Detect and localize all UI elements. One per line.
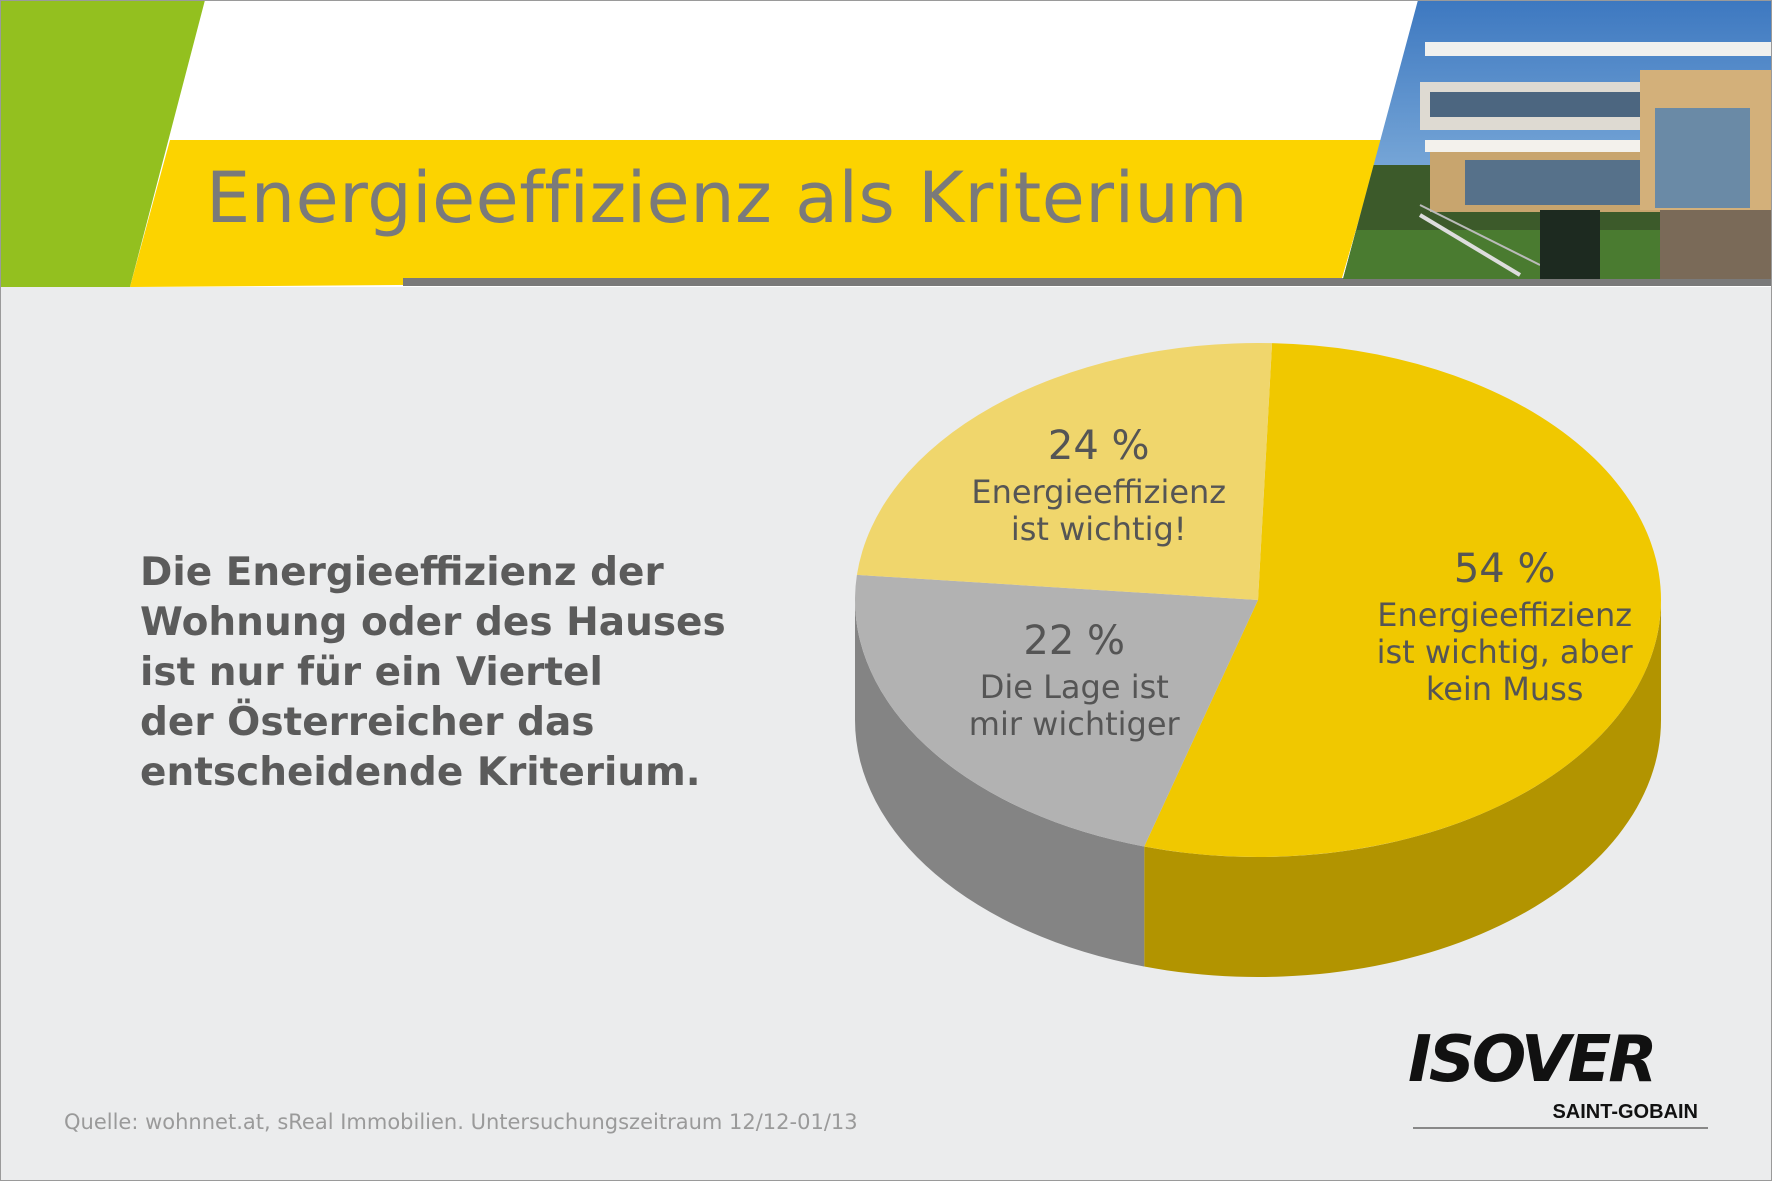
pie-slice-text: ist wichtig, aber: [1377, 633, 1634, 671]
pie-slice: [1144, 343, 1661, 857]
pie-slice-text: mir wichtiger: [969, 705, 1181, 743]
pie-side-wall: [1144, 600, 1661, 977]
house-photo: [1343, 0, 1772, 279]
logo-wordmark: ISOVER: [1408, 1023, 1658, 1097]
lead-line: Die Energieeffizienz der: [140, 550, 664, 595]
lead-line: der Österreicher das: [140, 700, 595, 745]
lead-text: Die Energieeffizienz der Wohnung oder de…: [140, 548, 760, 798]
pie-side-wall: [855, 600, 1145, 967]
lead-line: entscheidende Kriterium.: [140, 750, 701, 795]
pie-value-label: 54 %: [1454, 546, 1556, 592]
pie-value-label: 22 %: [1023, 618, 1125, 664]
header-underline: [403, 278, 1772, 286]
pie-slice-text: kein Muss: [1426, 670, 1584, 708]
pie-sides: [855, 600, 1661, 977]
isover-logo: ISOVER SAINT-GOBAIN: [1408, 1023, 1708, 1129]
pie-top: [855, 343, 1661, 857]
header-banner: [0, 0, 1772, 287]
lead-line: Wohnung oder des Hauses: [140, 600, 726, 645]
pie-slice-text: Energieeffizienz: [1377, 596, 1632, 634]
source-note: Quelle: wohnnet.at, sReal Immobilien. Un…: [64, 1110, 858, 1134]
pie-slice-text: Die Lage ist: [980, 668, 1169, 706]
logo-rule: [1413, 1127, 1708, 1129]
pie-value-label: 24 %: [1048, 423, 1150, 469]
pie-slice: [856, 343, 1273, 600]
lead-line: ist nur für ein Viertel: [140, 650, 603, 695]
pie-slice: [855, 574, 1258, 847]
pie-slice-text: Energieeffizienz: [971, 473, 1226, 511]
page-title: Energieeffizienz als Kriterium: [206, 157, 1249, 239]
green-accent-shape: [0, 0, 205, 287]
pie-slice-text: ist wichtig!: [1011, 510, 1187, 548]
yellow-title-band: [130, 140, 1382, 287]
logo-subline: SAINT-GOBAIN: [1552, 1101, 1698, 1123]
